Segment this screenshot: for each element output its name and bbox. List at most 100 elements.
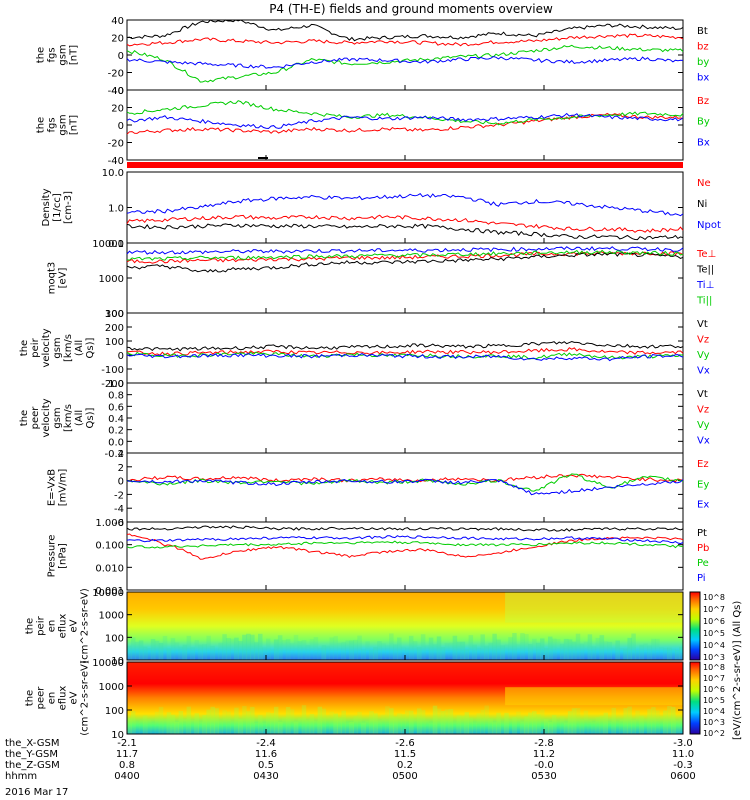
spectrogram-texture [504,644,509,660]
y-axis-label: [1/cc] [52,193,63,222]
spectrogram-texture [591,646,597,660]
spectrogram-texture [575,708,581,734]
x-tick-label: 11.0 [672,749,694,760]
legend-item: Vz [697,405,709,416]
series-bx [126,55,684,69]
spectrogram-texture [222,710,227,734]
spectrogram-texture [130,711,136,734]
x-tick-label: -0.3 [673,760,693,771]
spectrogram-texture [631,719,636,734]
spectrogram-texture [349,640,354,660]
spectrogram-texture [468,717,474,734]
spectrogram-texture [329,637,335,660]
spectrogram-texture [524,634,529,660]
y-tick-label: 0 [118,51,124,62]
y-tick-label: -20 [108,69,124,80]
spectrogram-texture [174,721,180,734]
y-tick-label: 1000 [99,682,124,693]
spectrogram-texture [627,637,632,660]
spectrogram-texture [361,649,366,660]
spectrogram-texture [210,645,215,660]
spectrogram-texture [202,714,207,734]
spectrogram-texture [667,706,672,734]
y-axis-label: eV [69,619,80,632]
colorbar-tick-label: 10^4 [703,707,725,716]
y-tick-label: 20 [111,34,124,45]
y-tick-label: 1.000 [95,518,124,529]
spectrogram-texture [262,722,267,734]
spectrogram-texture [420,634,426,660]
panel-10: 10000 1000 100 10 the peer en eflux eV (cm^2-s-sr… [25,658,684,741]
spectrogram-texture [309,713,315,734]
spectrogram-texture [524,716,529,734]
spectrogram-texture [182,644,188,660]
spectrogram-texture [575,633,581,660]
spectrogram-texture [512,632,517,660]
spectrogram-texture [150,639,156,660]
spectrogram-texture [452,635,458,660]
y-axis-label: gsm [58,44,69,65]
legend-item: Pb [697,543,709,554]
spectrogram-texture [416,647,422,660]
spectrogram-texture [595,717,601,734]
y-axis-label: velocity [41,398,52,437]
spectrogram-texture [615,721,620,734]
y-axis-label: (cm^2-s-sr-eV) [80,660,91,736]
legend-item: Vy [697,350,710,361]
spectrogram-texture [198,721,203,734]
spectrogram-texture [536,642,541,660]
panel-frame [126,89,684,161]
y-axis-label: the [36,47,47,63]
y-tick-label: 100 [105,337,124,348]
x-tick-label: -2.6 [395,738,415,749]
spectrogram-texture [456,641,462,660]
spectrogram-texture [603,641,609,660]
spectrogram-texture [329,711,335,734]
spectrogram-texture [162,635,168,660]
spectrogram-texture [603,712,609,734]
spectrogram-texture [206,635,211,660]
spectrogram-texture [405,647,410,660]
spectrogram-texture [297,717,303,734]
series-Vx [126,353,684,362]
spectrogram-texture [230,638,235,660]
legend-item: Bx [697,137,710,148]
spectrogram-texture [194,640,199,660]
spectrogram-texture [289,643,295,660]
spectrogram-texture [651,638,656,660]
spectrogram-region [505,592,683,623]
spectrogram-texture [293,634,299,660]
x-axis-row-label: the_Z-GSM [5,760,60,771]
panel-2: 40 20 0 -20 -40 the fgs gsm [nT] Bz By Bx [36,86,710,167]
spectrogram-texture [595,637,601,660]
y-axis-label: peir [36,615,47,635]
spectrogram-texture [381,643,386,660]
y-axis-label: the [36,117,47,133]
spectrogram-texture [138,640,144,660]
spectrogram-texture [599,715,605,734]
series-Pt [126,525,684,532]
spectrogram-texture [333,713,338,734]
spectrogram-texture [393,716,398,734]
y-tick-label: 4 [118,449,124,460]
spectrogram-texture [663,710,668,734]
series-Bt [126,19,684,42]
spectrogram-texture [242,634,247,660]
y-tick-label: 10000 [92,588,124,599]
spectrogram-texture [389,633,394,660]
spectrogram-texture [337,642,342,660]
panel-frame [126,19,684,91]
spectrogram-texture [516,711,521,734]
spectrogram-texture [675,649,680,660]
spectrogram-texture [305,645,311,660]
spectrogram-texture [277,721,283,734]
spectrogram-texture [377,641,382,660]
legend-item: bx [697,73,709,84]
spectrogram-texture [532,711,537,734]
series-Vt [126,340,684,352]
y-tick-label: 0.4 [108,414,124,425]
spectrogram-texture [162,719,168,734]
spectrogram-texture [194,713,199,734]
y-tick-label: -4 [114,504,124,515]
